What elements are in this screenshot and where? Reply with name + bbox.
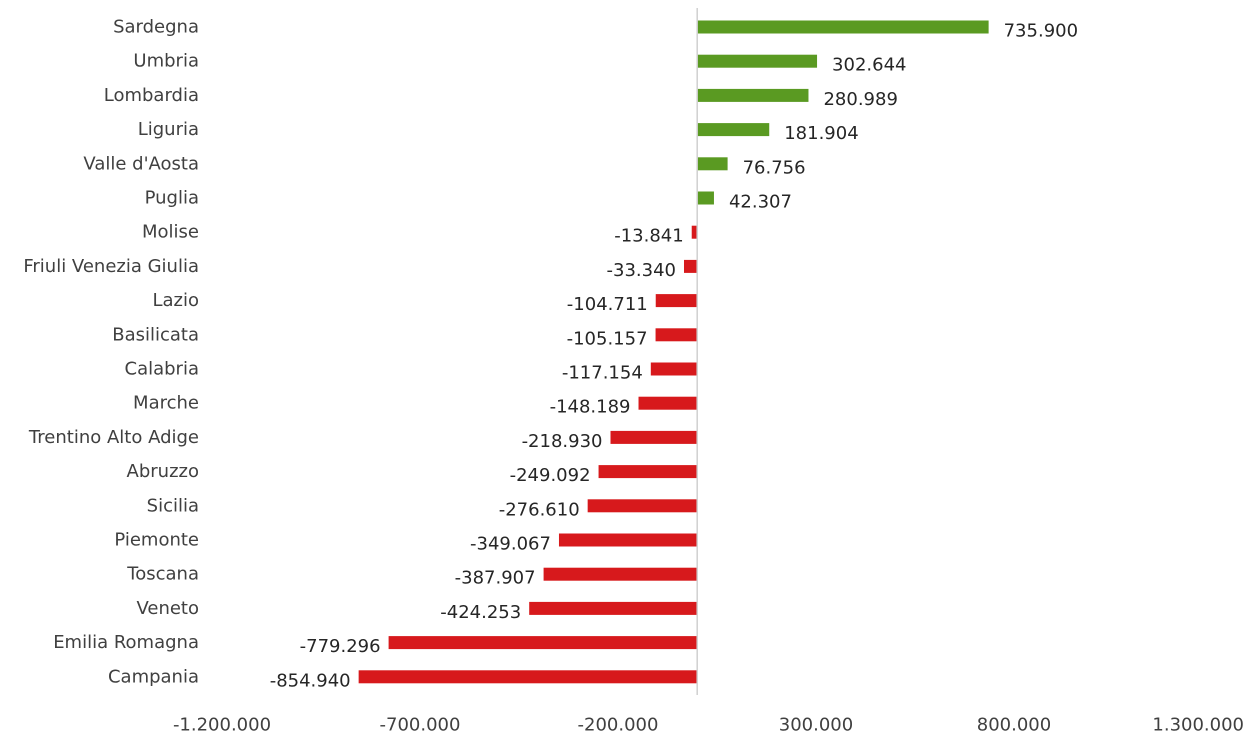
- bar-emilia-romagna: [388, 636, 698, 650]
- category-label-valle-d-aosta: Valle d'Aosta: [83, 153, 199, 174]
- x-tick-label: 300.000: [779, 715, 853, 735]
- bar-campania: [358, 670, 698, 684]
- bar-calabria: [650, 362, 698, 376]
- data-label-piemonte: -349.067: [470, 534, 551, 555]
- bar-lombardia: [697, 88, 809, 102]
- category-label-basilicata: Basilicata: [112, 324, 199, 345]
- category-label-puglia: Puglia: [145, 188, 199, 209]
- category-label-friuli-venezia-giulia: Friuli Venezia Giulia: [23, 256, 199, 277]
- category-label-liguria: Liguria: [138, 119, 199, 140]
- category-label-calabria: Calabria: [125, 359, 200, 380]
- bar-toscana: [543, 567, 698, 581]
- category-label-abruzzo: Abruzzo: [127, 461, 199, 482]
- bar-liguria: [697, 123, 770, 137]
- category-label-veneto: Veneto: [136, 598, 199, 619]
- bar-umbria: [697, 54, 818, 68]
- category-label-lombardia: Lombardia: [104, 85, 199, 106]
- bar-basilicata: [655, 328, 698, 342]
- data-label-emilia-romagna: -779.296: [300, 636, 381, 657]
- bar-valle-d-aosta: [697, 157, 728, 171]
- data-label-puglia: 42.307: [729, 192, 792, 213]
- data-label-lombardia: 280.989: [823, 89, 897, 110]
- category-label-marche: Marche: [133, 393, 199, 414]
- data-label-friuli-venezia-giulia: -33.340: [607, 260, 676, 281]
- data-label-toscana: -387.907: [455, 568, 536, 589]
- x-tick-label: 800.000: [977, 715, 1051, 735]
- data-label-marche: -148.189: [550, 397, 631, 418]
- category-label-umbria: Umbria: [133, 51, 199, 72]
- data-label-lazio: -104.711: [567, 294, 648, 315]
- x-axis-tick-labels: -1.200.000 -700.000 -200.000 300.000 800.000…: [173, 715, 1244, 735]
- bar-friuli-venezia-giulia: [683, 259, 698, 273]
- bar-sardegna: [697, 20, 989, 34]
- bar-marche: [638, 396, 698, 410]
- bars-layer: [358, 20, 989, 684]
- category-label-piemonte: Piemonte: [114, 530, 199, 551]
- data-labels: 735.900 302.644 280.989 181.904 76.756 42.307…: [270, 21, 1078, 692]
- data-label-abruzzo: -249.092: [510, 465, 591, 486]
- data-label-valle-d-aosta: 76.756: [743, 157, 806, 178]
- data-label-sardegna: 735.900: [1004, 21, 1078, 42]
- category-label-sardegna: Sardegna: [113, 17, 199, 38]
- bar-piemonte: [558, 533, 698, 547]
- data-label-campania: -854.940: [270, 670, 351, 691]
- data-label-liguria: 181.904: [784, 123, 858, 144]
- bar-abruzzo: [598, 465, 698, 479]
- bar-trentino-alto-adige: [610, 430, 698, 444]
- category-label-emilia-romagna: Emilia Romagna: [53, 632, 199, 653]
- category-label-sicilia: Sicilia: [147, 495, 199, 516]
- bar-veneto: [529, 601, 698, 615]
- category-label-trentino-alto-adige: Trentino Alto Adige: [28, 427, 199, 448]
- bar-puglia: [697, 191, 714, 205]
- category-label-lazio: Lazio: [152, 290, 199, 311]
- x-tick-label: 1.300.000: [1152, 715, 1244, 735]
- bar-sicilia: [587, 499, 698, 513]
- category-label-campania: Campania: [108, 666, 199, 687]
- data-label-veneto: -424.253: [440, 602, 521, 623]
- data-label-molise: -13.841: [614, 226, 683, 247]
- data-label-basilicata: -105.157: [567, 328, 648, 349]
- x-tick-label: -1.200.000: [173, 715, 271, 735]
- category-labels: Sardegna Umbria Lombardia Liguria Valle d'Ao…: [23, 17, 199, 688]
- data-label-calabria: -117.154: [562, 363, 643, 384]
- bar-lazio: [655, 294, 698, 308]
- x-tick-label: -700.000: [380, 715, 461, 735]
- x-tick-label: -200.000: [578, 715, 659, 735]
- data-label-sicilia: -276.610: [499, 499, 580, 520]
- data-label-umbria: 302.644: [832, 55, 906, 76]
- bar-molise: [691, 225, 698, 239]
- category-label-molise: Molise: [142, 222, 199, 243]
- data-label-trentino-alto-adige: -218.930: [522, 431, 603, 452]
- category-label-toscana: Toscana: [126, 564, 199, 585]
